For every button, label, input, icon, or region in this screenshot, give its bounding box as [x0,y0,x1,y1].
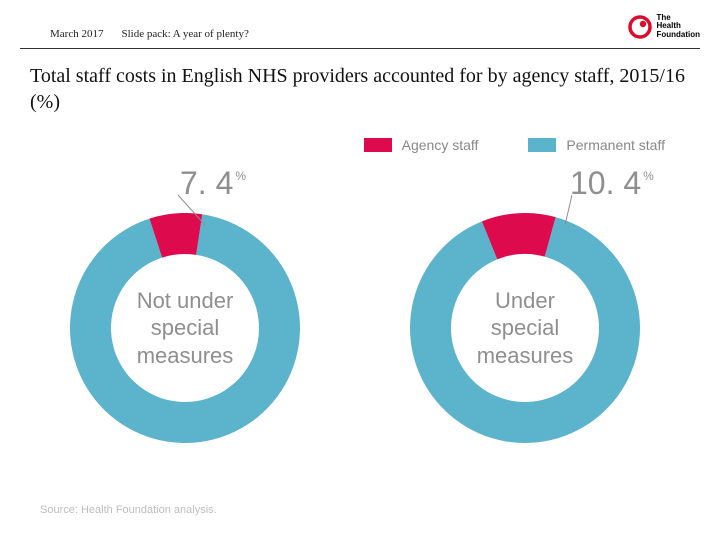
legend-swatch [528,138,556,152]
legend-item-agency: Agency staff [364,137,479,153]
chart-not-under-special-measures: Not underspecialmeasures7. 4% [60,163,320,463]
legend: Agency staff Permanent staff [0,119,720,153]
callout-unit: % [235,169,246,183]
legend-swatch [364,138,392,152]
charts-container: Not underspecialmeasures7. 4% Underspeci… [0,153,720,463]
callout-value: 10. 4% [570,165,654,202]
header-slidepack: Slide pack: A year of plenty? [121,28,248,40]
header: March 2017 Slide pack: A year of plenty?… [20,0,700,49]
donut-chart [70,213,300,443]
health-foundation-logo: The Health Foundation [628,14,700,39]
callout-number: 10. 4 [570,165,641,202]
logo-text: The Health Foundation [656,14,700,39]
logo-icon [628,15,652,39]
header-date: March 2017 [50,28,103,40]
source-text: Source: Health Foundation analysis. [40,504,217,516]
donut-chart [410,213,640,443]
callout-unit: % [643,169,654,183]
legend-label: Permanent staff [566,137,665,153]
chart-under-special-measures: Underspecialmeasures10. 4% [400,163,660,463]
legend-item-permanent: Permanent staff [528,137,665,153]
callout-number: 7. 4 [180,165,233,202]
legend-label: Agency staff [402,137,479,153]
page-title: Total staff costs in English NHS provide… [0,49,720,119]
callout-value: 7. 4% [180,165,246,202]
